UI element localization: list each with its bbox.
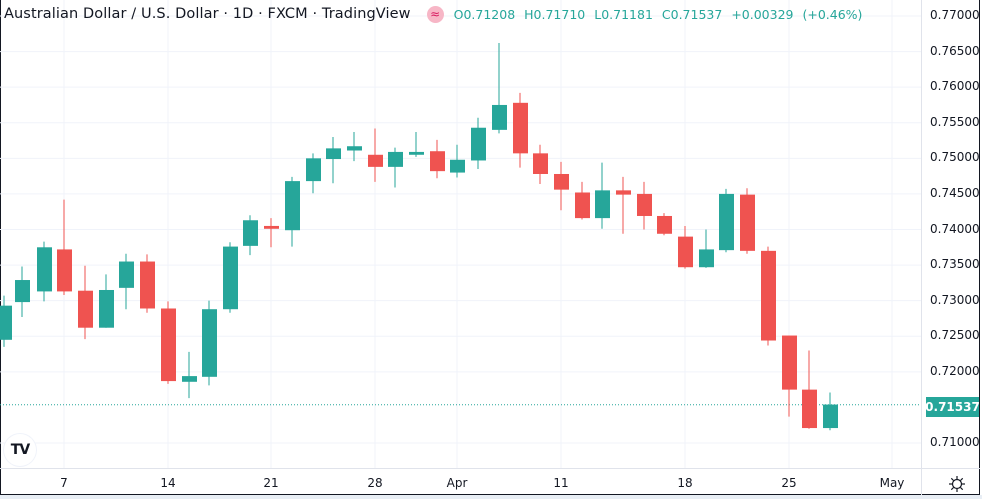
candle-body-up xyxy=(306,158,321,182)
time-axis-label: 21 xyxy=(263,476,279,490)
price-axis-label: 0.76500 xyxy=(930,43,980,58)
candle-body-up xyxy=(182,376,197,382)
candle-body-down xyxy=(740,194,755,251)
candle-body-down xyxy=(637,193,652,216)
time-axis-label: 28 xyxy=(367,476,383,490)
candle-body-down xyxy=(161,308,176,382)
candle-body-up xyxy=(347,146,362,151)
time-axis-label: 25 xyxy=(781,476,797,490)
symbol-title: Australian Dollar / U.S. Dollar · 1D · F… xyxy=(4,6,411,22)
low-label: L xyxy=(594,6,602,22)
candle-body-down xyxy=(554,173,569,190)
change-value: +0.00329 xyxy=(731,6,794,22)
open-value: 0.71208 xyxy=(463,6,516,22)
candle-body-up xyxy=(450,159,465,173)
candle-body-down xyxy=(78,290,93,328)
candle-body-down xyxy=(430,151,445,172)
close-value: 0.71537 xyxy=(670,6,723,22)
candle-body-down xyxy=(368,154,383,167)
candle-body-up xyxy=(119,261,134,288)
candle-body-down xyxy=(761,250,776,341)
price-axis-label: 0.76000 xyxy=(930,79,980,94)
close-label: C xyxy=(661,6,671,22)
price-axis-label: 0.75000 xyxy=(930,150,980,165)
candle-body-up xyxy=(471,127,486,161)
time-axis-label: 11 xyxy=(553,476,569,490)
candle-body-up xyxy=(202,309,217,377)
candle-body-up xyxy=(99,289,114,328)
price-axis-label: 0.72000 xyxy=(930,363,980,378)
candle-body-down xyxy=(264,225,279,229)
price-axis-label: 0.77000 xyxy=(930,8,980,22)
candle-body-up xyxy=(595,190,610,219)
price-axis-label: 0.73500 xyxy=(930,257,980,272)
candle-body-up xyxy=(699,249,714,268)
time-axis-label: May xyxy=(879,476,905,490)
candle-body-down xyxy=(657,215,672,234)
candle-body-up xyxy=(326,148,341,160)
price-axis-label: 0.72500 xyxy=(930,328,980,343)
bottom-strip xyxy=(0,495,982,499)
candle-body-down xyxy=(533,153,548,174)
tradingview-logo[interactable]: TV xyxy=(4,434,36,466)
candle-body-up xyxy=(492,104,507,130)
gear-icon[interactable] xyxy=(948,475,966,493)
low-value: 0.71181 xyxy=(601,6,653,22)
candle-body-up xyxy=(409,151,424,155)
time-axis-label: Apr xyxy=(446,476,468,490)
price-axis-label: 0.74000 xyxy=(930,221,980,236)
candle-body-down xyxy=(678,236,693,268)
candle-body-up xyxy=(823,404,838,429)
price-axis-label: 0.74500 xyxy=(930,185,980,200)
price-axis-label: 0.75500 xyxy=(930,114,980,129)
approx-equal-icon[interactable]: ≈ xyxy=(426,5,444,23)
candle-body-up xyxy=(285,181,300,231)
candle-body-down xyxy=(513,102,528,154)
candle-body-up xyxy=(15,280,30,303)
price-axis-label: 0.71000 xyxy=(930,435,980,449)
high-value: 0.71710 xyxy=(533,6,586,22)
candle-body-up xyxy=(0,305,12,340)
high-label: H xyxy=(524,6,534,22)
current-price-tag: 0.71537 xyxy=(925,397,980,417)
candle-body-down xyxy=(575,192,590,219)
candle-body-down xyxy=(57,249,72,292)
candle-body-up xyxy=(37,247,52,292)
change-percent: (+0.46%) xyxy=(802,6,863,22)
candle-body-down xyxy=(616,190,631,195)
candle-body-down xyxy=(782,335,797,390)
candle-body-down xyxy=(802,389,817,429)
time-axis-label: 18 xyxy=(677,476,693,490)
candle-body-up xyxy=(243,220,258,246)
candle-body-up xyxy=(223,246,238,310)
candle-body-up xyxy=(388,151,403,167)
open-label: O xyxy=(453,6,464,22)
ohlc-values: O0.71208 H0.71710 L0.71181 C0.71537 +0.0… xyxy=(454,7,868,22)
chart-legend: Australian Dollar / U.S. Dollar · 1D · F… xyxy=(4,4,867,24)
candle-body-up xyxy=(719,193,734,251)
time-axis-label: 14 xyxy=(160,476,176,490)
candle-body-down xyxy=(140,261,155,309)
price-axis-label: 0.73000 xyxy=(930,292,980,307)
time-axis-label: 7 xyxy=(60,476,68,490)
